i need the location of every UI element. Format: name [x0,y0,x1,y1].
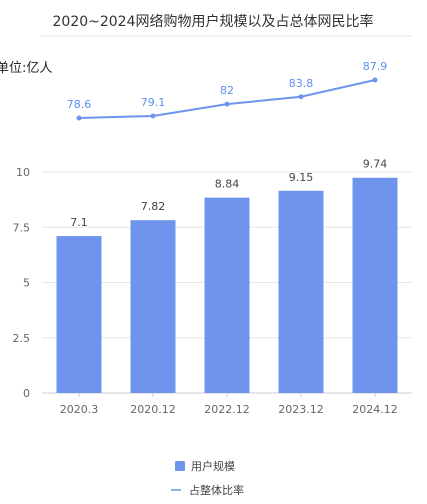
bar [278,190,324,393]
legend-swatch-users [175,461,185,471]
y-axis-ticks: 0 2.5 5 7.5 10 [13,166,31,400]
y-tick-label: 10 [16,166,30,179]
percent-value-label: 78.6 [67,98,92,111]
legend: 用户规模 占整体比率 [171,459,244,497]
x-tick-label: 2020.3 [60,403,99,416]
bar-data-labels: 7.1 7.82 8.84 9.15 9.74 [70,158,387,229]
bar-series [56,177,398,393]
percent-value-label: 83.8 [289,77,314,90]
x-tick-label: 2024.12 [352,403,398,416]
y-tick-label: 5 [23,277,30,290]
bar-value-label: 7.1 [70,216,88,229]
bar-value-label: 7.82 [141,200,166,213]
y-tick-label: 0 [23,387,30,400]
legend-label-ratio: 占整体比率 [189,483,244,497]
x-tick-label: 2022.12 [204,403,250,416]
bar [130,220,176,393]
percent-point [76,115,82,121]
bar-value-label: 9.74 [363,158,388,171]
bar [204,197,250,393]
x-axis-ticks: 2020.3 2020.12 2022.12 2023.12 2024.12 [60,393,398,416]
percent-point [224,101,230,107]
percent-value-label: 79.1 [141,96,166,109]
percent-point [150,113,156,119]
unit-label: 单位:亿人 [0,61,52,76]
legend-label-users: 用户规模 [191,459,235,473]
y-tick-label: 7.5 [13,221,31,234]
x-tick-label: 2023.12 [278,403,324,416]
percent-line-series: 78.6 79.1 82 83.8 87.9 [67,60,388,121]
percent-value-label: 82 [220,84,234,97]
percent-point [372,77,378,83]
percent-point [298,94,304,100]
chart-title: 2020~2024网络购物用户规模以及占总体网民比率 [53,13,374,30]
percent-value-label: 87.9 [363,60,388,73]
x-tick-label: 2020.12 [130,403,176,416]
bar [352,177,398,393]
y-tick-label: 2.5 [13,332,31,345]
bar-value-label: 9.15 [289,171,314,184]
bar [56,236,102,393]
bar-value-label: 8.84 [215,178,240,191]
